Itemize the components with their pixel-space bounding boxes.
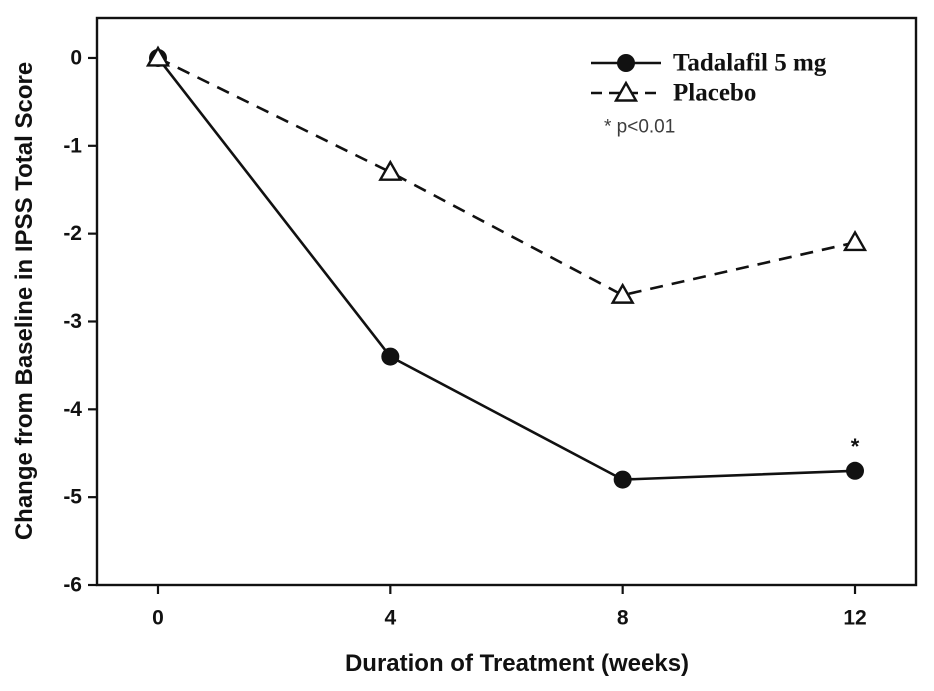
x-axis-label: Duration of Treatment (weeks) bbox=[345, 650, 689, 677]
y-tick-label: -3 bbox=[63, 310, 82, 333]
x-tick-label: 4 bbox=[384, 607, 396, 630]
y-tick-label: 0 bbox=[70, 46, 82, 69]
plot-area: 0 -1 -2 -3 -4 -5 -6 0 4 8 12 * bbox=[63, 16, 918, 630]
plot-frame bbox=[95, 16, 918, 587]
series-line-placebo bbox=[157, 56, 856, 297]
y-tick-label: -6 bbox=[63, 574, 82, 597]
legend: Tadalafil 5 mg Placebo * p<0.01 bbox=[591, 50, 827, 138]
p-value-note: * p<0.01 bbox=[604, 117, 675, 138]
data-point-placebo-week-0 bbox=[145, 45, 171, 67]
y-axis-label: Change from Baseline in IPSS Total Score bbox=[11, 62, 38, 540]
y-tick-label: -5 bbox=[63, 486, 82, 509]
data-point-tadalafil-5-mg-week-12 bbox=[846, 461, 865, 480]
y-tick-label: -2 bbox=[63, 222, 82, 245]
legend-sample-marker bbox=[613, 80, 639, 102]
y-tick-label: -4 bbox=[63, 398, 82, 421]
series-line-tadalafil-5-mg bbox=[156, 57, 856, 481]
significance-asterisk: * bbox=[851, 434, 860, 459]
x-tick-label: 8 bbox=[617, 607, 629, 630]
x-tick-label: 12 bbox=[843, 607, 866, 630]
data-point-placebo-week-4 bbox=[378, 159, 403, 181]
data-point-placebo-week-12 bbox=[842, 230, 868, 252]
y-tick-label: -1 bbox=[63, 134, 82, 157]
legend-marker-samples bbox=[591, 54, 661, 102]
data-point-tadalafil-5-mg-week-4 bbox=[381, 347, 400, 366]
x-tick-label: 0 bbox=[152, 607, 164, 630]
data-point-tadalafil-5-mg-week-8 bbox=[613, 470, 632, 489]
legend-label-placebo: Placebo bbox=[673, 80, 756, 107]
legend-sample-marker bbox=[617, 54, 635, 72]
data-point-placebo-week-8 bbox=[610, 282, 635, 304]
legend-label-tadalafil: Tadalafil 5 mg bbox=[673, 50, 827, 77]
